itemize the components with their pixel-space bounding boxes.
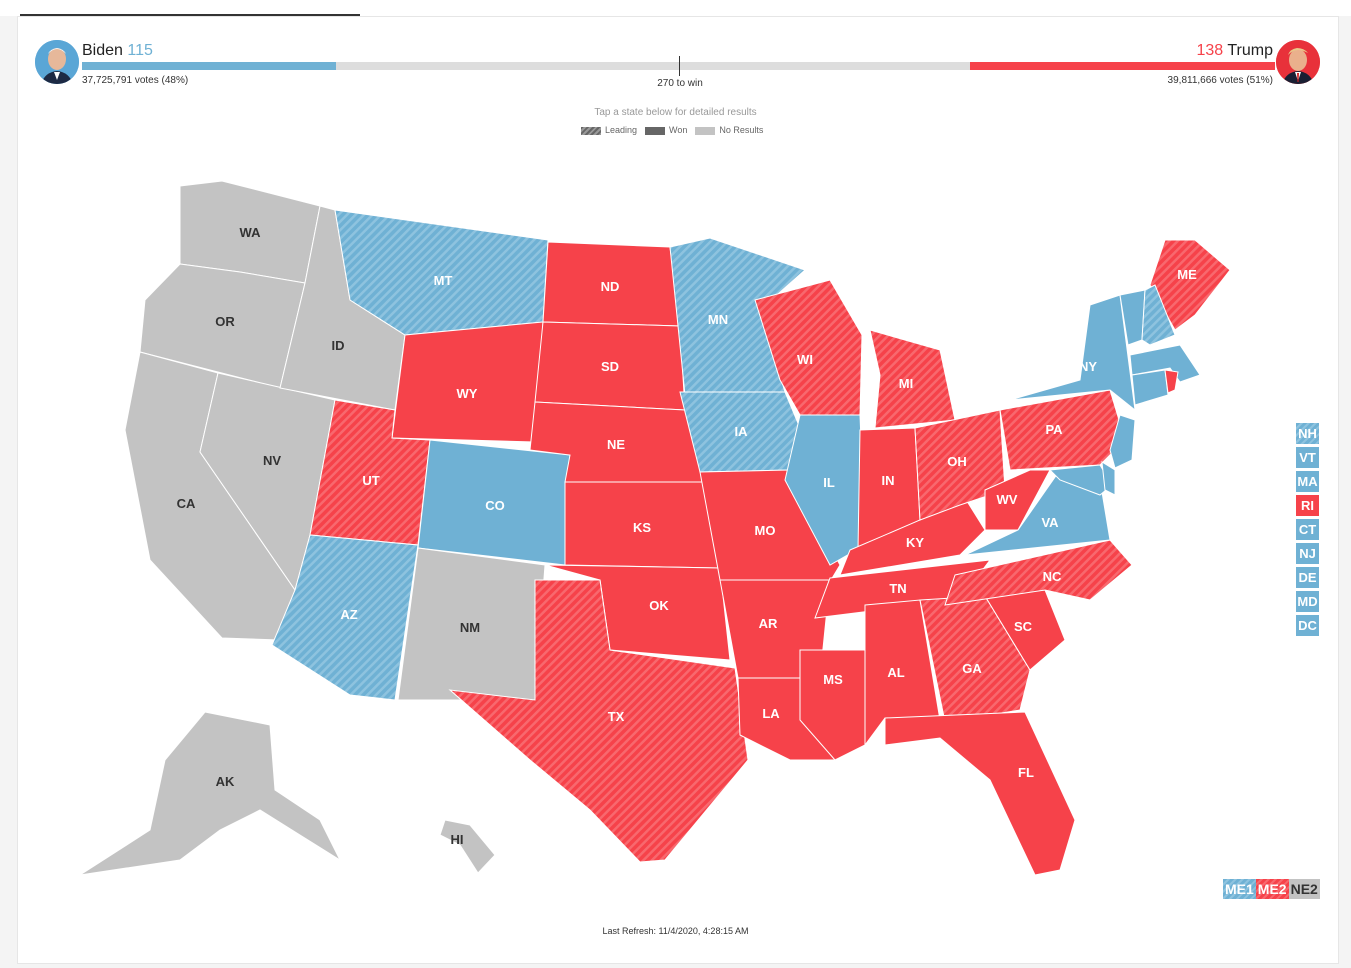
- state-label-mt: MT: [434, 273, 453, 288]
- state-label-mi: MI: [899, 376, 913, 391]
- biden-avatar: [35, 40, 79, 84]
- state-label-nm: NM: [460, 620, 480, 635]
- state-label-id: ID: [332, 338, 345, 353]
- state-label-ga: GA: [962, 661, 982, 676]
- district-ne2[interactable]: NE2: [1288, 879, 1320, 899]
- state-label-ca: CA: [177, 496, 196, 511]
- state-label-hi: HI: [451, 832, 464, 847]
- small-state-boxes: NH VT MA RI CT NJ DE MD DC: [1296, 423, 1319, 639]
- state-label-wa: WA: [240, 225, 262, 240]
- legend-leading: Leading: [581, 125, 637, 135]
- state-wv[interactable]: [984, 469, 1051, 531]
- state-label-il: IL: [823, 475, 835, 490]
- small-state-vt[interactable]: VT: [1296, 447, 1319, 468]
- race-tabs: [0, 0, 1351, 16]
- state-label-wv: WV: [997, 492, 1018, 507]
- biden-progress-bar: [82, 62, 336, 70]
- state-label-nv: NV: [263, 453, 281, 468]
- state-label-tn: TN: [889, 581, 906, 596]
- state-nj[interactable]: [1109, 414, 1136, 469]
- state-ri[interactable]: [1164, 369, 1179, 394]
- trump-label: 138 Trump: [1197, 42, 1274, 60]
- state-label-fl: FL: [1018, 765, 1034, 780]
- small-state-dc[interactable]: DC: [1296, 615, 1319, 636]
- state-tx[interactable]: [448, 579, 749, 863]
- small-state-nh[interactable]: NH: [1296, 423, 1319, 444]
- state-de[interactable]: [1101, 461, 1116, 496]
- trump-progress-bar: [970, 62, 1275, 70]
- state-label-pa: PA: [1045, 422, 1063, 437]
- state-label-va: VA: [1041, 515, 1059, 530]
- state-label-la: LA: [762, 706, 780, 721]
- state-mi[interactable]: [869, 329, 956, 429]
- small-state-de[interactable]: DE: [1296, 567, 1319, 588]
- state-label-tx: TX: [608, 709, 625, 724]
- small-state-ma[interactable]: MA: [1296, 471, 1319, 492]
- biden-popular-votes: 37,725,791 votes (48%): [82, 75, 189, 86]
- small-state-nj[interactable]: NJ: [1296, 543, 1319, 564]
- state-label-ar: AR: [759, 616, 778, 631]
- state-label-ne: NE: [607, 437, 625, 452]
- electoral-bar-track: [82, 62, 1275, 70]
- state-label-ut: UT: [362, 473, 379, 488]
- trump-popular-votes: 39,811,666 votes (51%): [1167, 75, 1273, 86]
- win-threshold-label: 270 to win: [657, 78, 703, 89]
- state-label-mn: MN: [708, 312, 728, 327]
- legend-won: Won: [645, 125, 687, 135]
- state-ms[interactable]: [799, 649, 866, 761]
- state-label-in: IN: [882, 473, 895, 488]
- small-state-ct[interactable]: CT: [1296, 519, 1319, 540]
- tap-hint: Tap a state below for detailed results: [594, 107, 757, 118]
- trump-name: Trump: [1227, 42, 1273, 59]
- state-ct[interactable]: [1131, 369, 1169, 406]
- biden-label: Biden 115: [82, 42, 153, 60]
- small-state-md[interactable]: MD: [1296, 591, 1319, 612]
- state-me[interactable]: [1149, 239, 1231, 331]
- district-me2[interactable]: ME2: [1255, 879, 1289, 899]
- state-label-sc: SC: [1014, 619, 1033, 634]
- state-label-nc: NC: [1043, 569, 1062, 584]
- district-boxes: ME1 ME2 NE2: [1223, 879, 1320, 899]
- state-oh[interactable]: [914, 409, 1006, 521]
- biden-electoral-votes: 115: [127, 42, 153, 59]
- state-label-az: AZ: [340, 607, 357, 622]
- state-label-ms: MS: [823, 672, 843, 687]
- state-label-al: AL: [887, 665, 904, 680]
- state-label-ny: NY: [1079, 359, 1097, 374]
- state-label-ok: OK: [649, 598, 669, 613]
- state-label-wy: WY: [457, 386, 478, 401]
- state-label-ks: KS: [633, 520, 651, 535]
- legend-no-results: No Results: [695, 125, 763, 135]
- small-state-ri[interactable]: RI: [1296, 495, 1319, 516]
- tab-president[interactable]: [20, 0, 360, 16]
- state-label-nd: ND: [601, 279, 620, 294]
- state-nh[interactable]: [1141, 284, 1176, 346]
- state-hi[interactable]: [439, 819, 496, 874]
- trump-electoral-votes: 138: [1196, 42, 1224, 59]
- state-ny[interactable]: [1009, 294, 1136, 412]
- state-label-ky: KY: [906, 535, 924, 550]
- state-wy[interactable]: [391, 321, 544, 443]
- state-fl[interactable]: [884, 711, 1076, 876]
- last-refresh: Last Refresh: 11/4/2020, 4:28:15 AM: [602, 926, 749, 936]
- state-label-sd: SD: [601, 359, 619, 374]
- state-ak[interactable]: [79, 711, 342, 876]
- district-me1[interactable]: ME1: [1223, 879, 1256, 899]
- state-label-wi: WI: [797, 352, 813, 367]
- state-label-or: OR: [215, 314, 235, 329]
- 270-marker: [679, 56, 680, 76]
- state-label-co: CO: [485, 498, 505, 513]
- trump-avatar: [1276, 40, 1320, 84]
- state-label-ak: AK: [216, 774, 235, 789]
- state-label-ia: IA: [735, 424, 749, 439]
- state-label-me: ME: [1177, 267, 1197, 282]
- state-label-oh: OH: [947, 454, 967, 469]
- map-legend: Leading Won No Results: [581, 125, 763, 135]
- state-ok[interactable]: [544, 564, 731, 661]
- state-label-mo: MO: [755, 523, 776, 538]
- biden-name: Biden: [82, 42, 123, 59]
